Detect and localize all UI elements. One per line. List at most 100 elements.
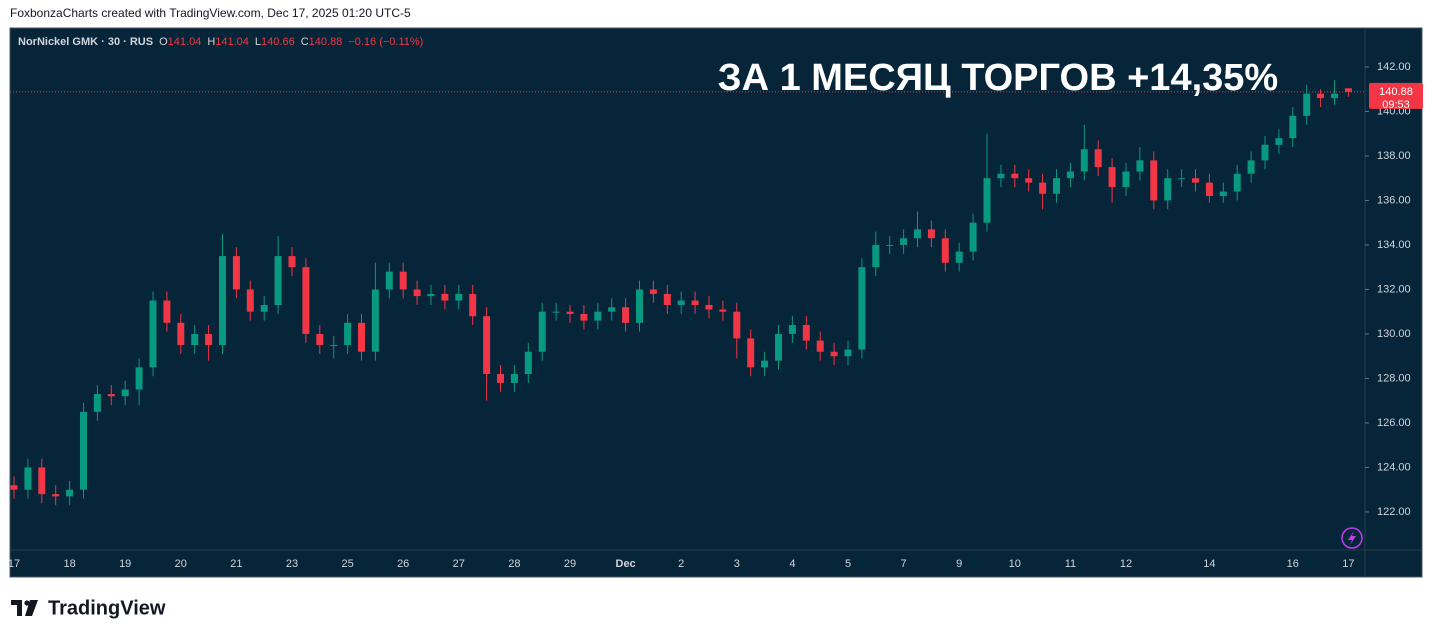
candle-body — [163, 300, 171, 323]
countdown: 09:53 — [1382, 99, 1410, 111]
candle-body — [733, 311, 741, 339]
y-tick-label: 124.00 — [1377, 461, 1411, 473]
candle-body — [927, 229, 935, 239]
candle-body — [1066, 171, 1074, 179]
ohlc-value: 140.88 — [309, 36, 343, 48]
candle-body — [149, 300, 157, 368]
x-tick-label: 26 — [397, 558, 409, 570]
ohlc-label: O — [159, 36, 168, 48]
annotation: ЗА 1 МЕСЯЦ ТОРГОВ +14,35% — [718, 57, 1278, 99]
candle-body — [24, 467, 32, 490]
candle-body — [427, 293, 435, 297]
candle-body — [705, 305, 713, 310]
candle-body — [10, 485, 18, 490]
candle-body — [1317, 93, 1325, 99]
candle-body — [497, 373, 504, 383]
candle-body — [483, 316, 491, 374]
candle-body — [1136, 160, 1144, 172]
candle-body — [344, 322, 352, 346]
footer-brand: TradingView — [48, 597, 166, 619]
candle-body — [663, 293, 671, 306]
candle-body — [997, 173, 1005, 179]
x-tick-label: 4 — [789, 558, 795, 570]
candle-body — [177, 322, 185, 346]
candle-body — [830, 351, 838, 357]
candle-body — [524, 351, 532, 374]
candle-body — [260, 305, 268, 312]
candle-body — [580, 313, 588, 321]
candle-body — [747, 338, 755, 368]
lightning-glyph — [1348, 531, 1356, 545]
candle-body — [219, 256, 226, 346]
candle-body — [691, 300, 699, 306]
candle-body — [844, 349, 852, 357]
candle-body — [1192, 178, 1199, 183]
candle-body — [441, 293, 449, 301]
header: FoxbonzaCharts created with TradingView.… — [10, 6, 411, 20]
candle-body — [510, 373, 518, 383]
candle-body — [1289, 115, 1297, 139]
x-tick-label: 5 — [845, 558, 851, 570]
ohlc-value: 141.04 — [168, 36, 202, 48]
x-tick-label: 25 — [341, 558, 353, 570]
x-tick-label: 21 — [230, 558, 242, 570]
candle-body — [66, 489, 74, 497]
candle-body — [232, 256, 240, 290]
y-tick-label: 126.00 — [1377, 417, 1411, 429]
y-tick-label: 142.00 — [1377, 61, 1411, 73]
candle-body — [385, 271, 393, 290]
candle-body — [1011, 173, 1019, 179]
candle-body — [955, 251, 963, 263]
candle-body — [1178, 178, 1186, 180]
candle-body — [538, 311, 546, 352]
x-tick-label: 29 — [564, 558, 576, 570]
candle-body — [552, 311, 560, 313]
candle-body — [983, 178, 991, 223]
change: −0.16 (−0.11%) — [348, 36, 423, 48]
candle-body — [399, 271, 407, 290]
candle-body — [38, 467, 46, 495]
candle-body — [914, 229, 921, 239]
x-tick-label: 9 — [956, 558, 962, 570]
candle-body — [802, 325, 810, 341]
candle-body — [330, 345, 338, 347]
lightning-icon[interactable] — [1341, 527, 1363, 549]
candle-body — [1233, 173, 1241, 192]
candle-body — [274, 256, 282, 306]
candle-body — [469, 293, 477, 317]
x-tick-label: 2 — [678, 558, 684, 570]
candle-body — [872, 244, 880, 268]
candle-body — [775, 333, 782, 361]
candle-body — [52, 494, 60, 497]
candle-body — [1025, 178, 1033, 183]
x-tick-label: 3 — [734, 558, 740, 570]
logo — [11, 600, 38, 616]
y-tick-label: 132.00 — [1377, 283, 1411, 295]
candle-body — [1108, 167, 1116, 188]
candle-body — [1164, 178, 1172, 201]
candle-body — [1344, 88, 1352, 92]
candle-body — [302, 267, 310, 334]
chart-panel — [9, 27, 1423, 578]
candle-body — [205, 333, 213, 346]
logo-dot — [24, 600, 30, 606]
candle-body — [719, 309, 727, 312]
candle-body — [135, 367, 143, 390]
candle-body — [941, 238, 949, 263]
ohlc-legend: NorNickel GMK · 30 · RUS O141.04 H141.04 L1… — [18, 36, 423, 48]
candle-body — [622, 307, 630, 323]
candle-body — [371, 289, 379, 352]
logo-mark — [11, 600, 38, 616]
candle-body — [1150, 160, 1158, 201]
y-tick-label: 122.00 — [1377, 506, 1411, 518]
x-tick-label: 14 — [1203, 558, 1215, 570]
y-tick-label: 138.00 — [1377, 150, 1411, 162]
candle-body — [636, 289, 643, 323]
candle-body — [455, 293, 463, 301]
candle-body — [1122, 171, 1130, 188]
x-tick-label: Dec — [616, 558, 636, 570]
ohlc-value: 141.04 — [215, 36, 249, 48]
x-tick-label: 18 — [63, 558, 75, 570]
